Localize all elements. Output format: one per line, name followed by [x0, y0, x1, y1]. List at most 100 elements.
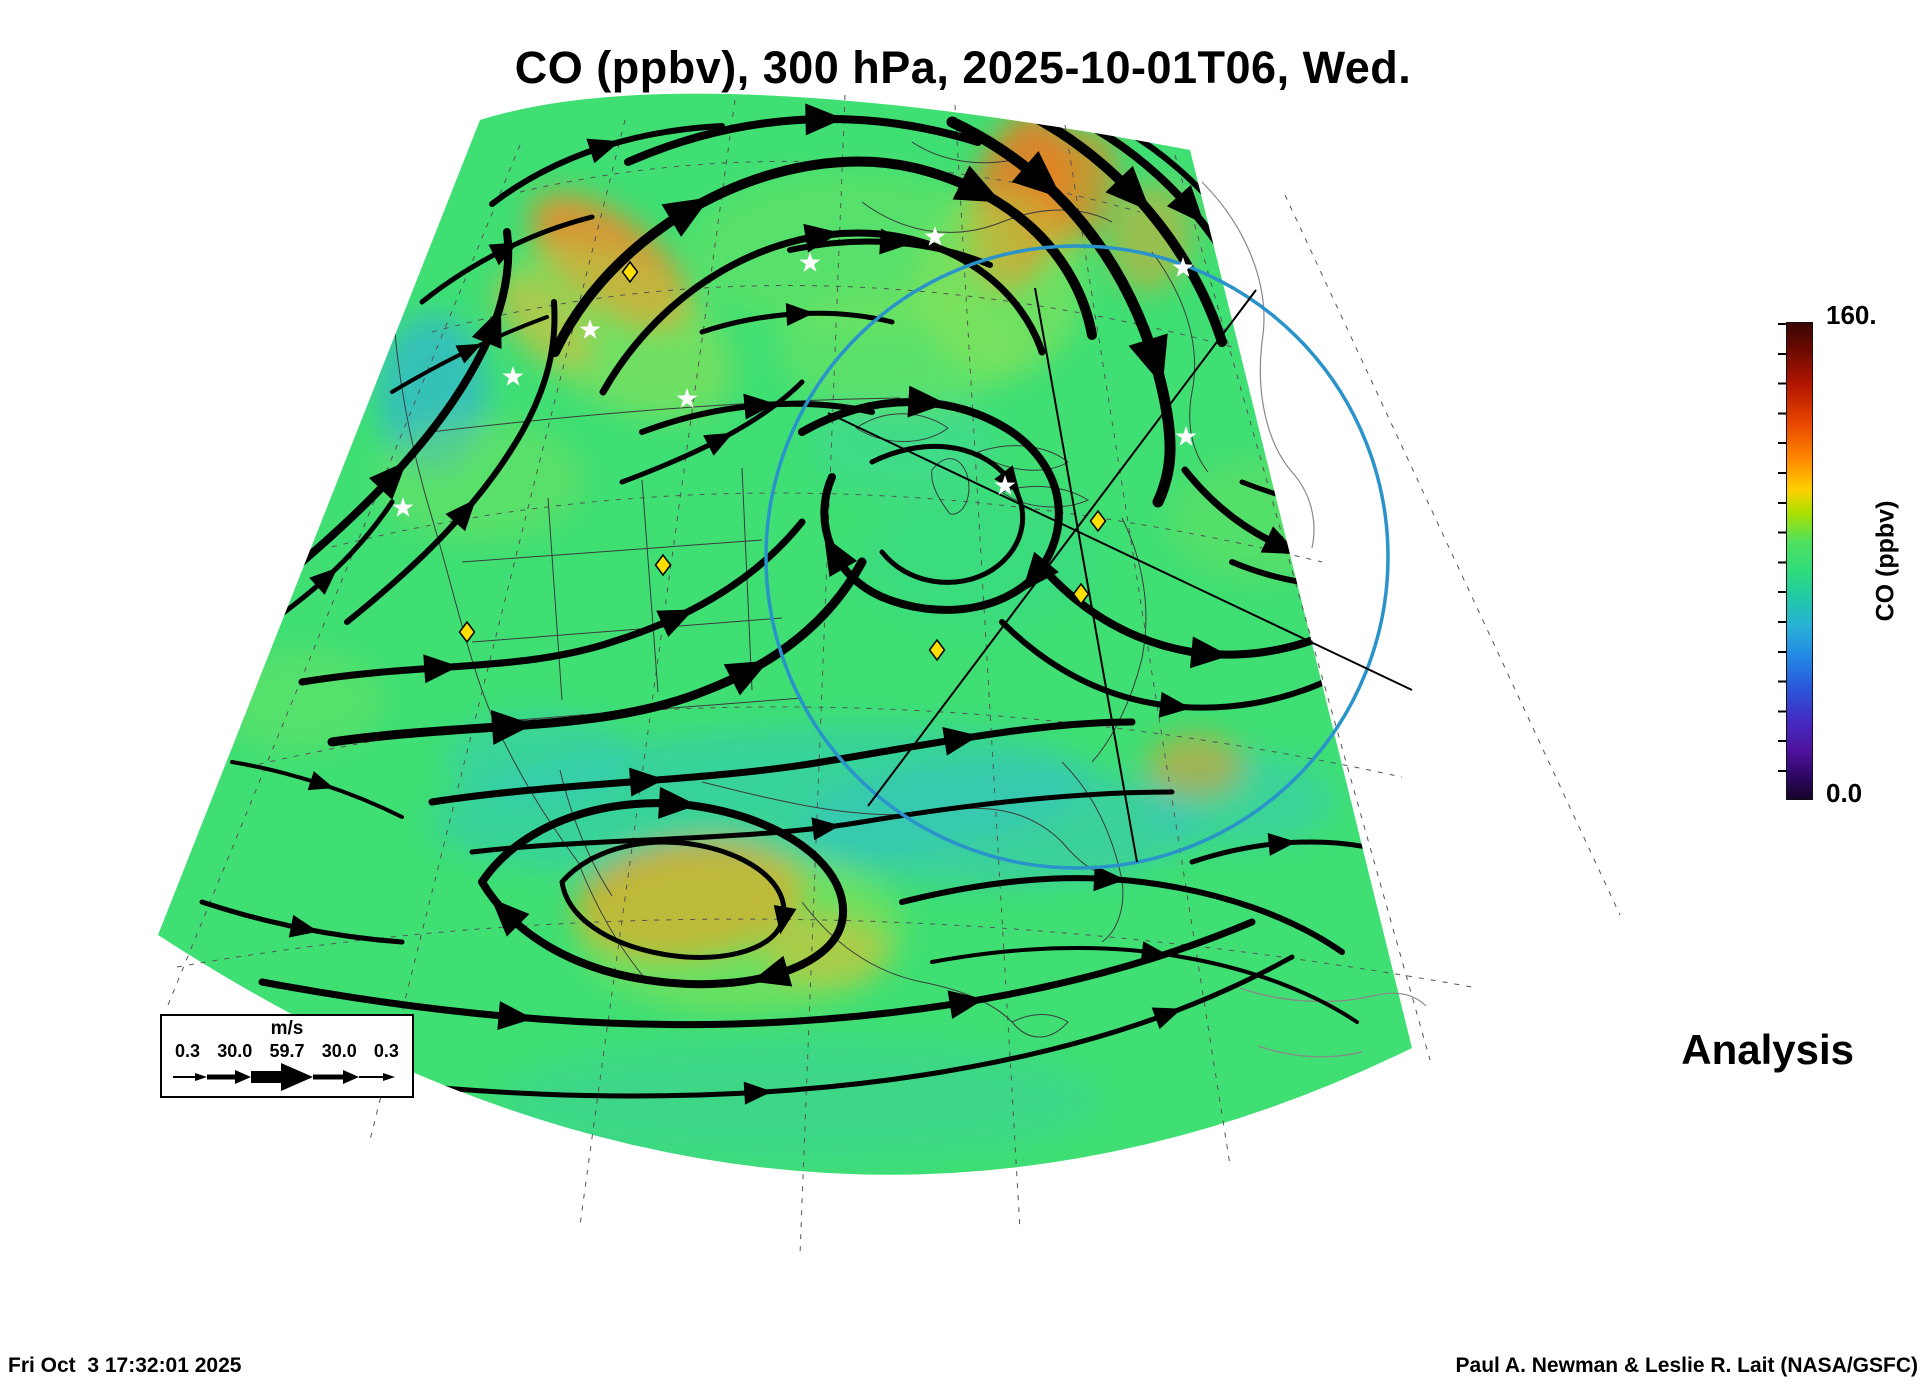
city-star-icon [799, 252, 821, 272]
city-star-icon [1175, 426, 1197, 446]
streamline [930, 945, 1359, 1024]
flow-arrowhead-icon [947, 990, 985, 1020]
flow-arrowhead-icon [994, 465, 1021, 495]
co-patch [375, 418, 585, 542]
graticule-meridian [1284, 194, 1621, 916]
cross-section-line [1034, 287, 1138, 863]
co-patch [685, 168, 1015, 332]
station-diamond-icon [621, 260, 639, 284]
flow-arrowhead-icon [368, 461, 407, 500]
flow-arrowhead-icon [1287, 230, 1318, 263]
coastline [1201, 181, 1315, 549]
flow-arrowhead-icon [751, 955, 793, 987]
flow-arrowhead-icon [309, 567, 338, 595]
city-star-icon [579, 319, 601, 339]
streamline [327, 557, 867, 747]
flow-arrowhead-icon [658, 786, 698, 819]
flow-arrowhead-icon [1331, 611, 1373, 644]
graticule-meridian [799, 94, 846, 1256]
graticule-parallel [331, 492, 1323, 563]
station-diamond-icon [928, 638, 946, 662]
streamline [379, 954, 1295, 1099]
flow-arrowhead-icon [1151, 1007, 1182, 1030]
cross-section-line [827, 412, 1413, 691]
co-field [215, 110, 1400, 1162]
colorbar-max-label: 160. [1826, 300, 1877, 330]
cross-section-line [867, 289, 1257, 807]
wind-legend-value: 0.3 [175, 1041, 201, 1061]
graticule-parallel [176, 918, 1473, 988]
flow-arrowhead-icon [743, 393, 776, 420]
streamline [298, 228, 513, 566]
streamline [869, 443, 1026, 585]
wind-legend-value: 30.0 [321, 1041, 357, 1061]
wind-legend-value: 59.7 [269, 1041, 305, 1061]
flow-arrowhead-icon [586, 138, 621, 164]
city-star-icon [502, 366, 524, 386]
coastline [429, 397, 901, 433]
colorbar-min-label: 0.0 [1826, 778, 1863, 808]
flow-arrowhead-icon [811, 817, 841, 841]
coastline [1239, 987, 1427, 1007]
flow-arrowhead-icon [1093, 865, 1126, 892]
flow-arrowhead-icon [1303, 490, 1334, 514]
flow-arrowhead-icon [952, 165, 1002, 203]
streamline [258, 918, 1256, 1029]
flow-arrowhead-icon [629, 767, 665, 797]
streamline [599, 229, 1046, 396]
graticule-parallel [431, 285, 1233, 348]
flow-arrowhead-icon [445, 499, 476, 532]
coastline [931, 458, 970, 515]
wind-legend-value: 0.3 [373, 1041, 399, 1061]
coastline [701, 781, 1133, 881]
flow-arrowhead-icon [1022, 551, 1059, 592]
flow-arrowhead-icon [773, 904, 797, 935]
flow-arrowhead-icon [490, 709, 534, 745]
streamline [624, 115, 982, 166]
footer-credit: Paul A. Newman & Leslie R. Lait (NASA/GS… [1455, 1354, 1918, 1377]
flow-arrowhead-icon [1189, 636, 1230, 669]
flow-arrowhead-icon [497, 1001, 534, 1031]
wind-speed-legend: m/s 0.3 30.0 59.7 30.0 0.3 [160, 1014, 414, 1098]
coastline [1011, 1014, 1069, 1038]
flow-arrowhead-icon [656, 609, 694, 638]
coastline [471, 617, 783, 643]
flow-arrowhead-icon [942, 726, 979, 756]
wind-arrowhead-icon [281, 1063, 313, 1091]
flow-arrowhead-icon [805, 103, 844, 136]
flow-arrowhead-icon [1105, 165, 1151, 212]
coastlines-outside [1201, 181, 1427, 1058]
wind-arrowhead-icon [343, 1070, 359, 1084]
city-star-icon [676, 388, 698, 408]
coastline [1000, 485, 1090, 508]
wind-arrowhead-icon [195, 1073, 207, 1081]
graticule [167, 94, 1621, 1256]
flow-arrowhead-icon [703, 432, 734, 456]
flow-arrowhead-icon [423, 654, 459, 684]
graticule-meridian [954, 104, 1021, 1231]
station-diamond-icon [458, 620, 476, 644]
flow-arrowhead-icon [1158, 691, 1192, 718]
flow-arrowhead-icon [455, 343, 482, 364]
page-title: CO (ppbv), 300 hPa, 2025-10-01T06, Wed. [514, 42, 1412, 93]
flow-arrowhead-icon [661, 197, 710, 237]
analysis-label: Analysis [1681, 1026, 1854, 1073]
graticule-meridian [369, 119, 626, 1141]
city-star-icon [994, 475, 1016, 495]
graticule-meridian [1174, 154, 1431, 1061]
flow-arrowhead-icon [307, 771, 335, 791]
streamline [298, 518, 806, 686]
city-star-icon [924, 226, 946, 246]
co-patch [1147, 733, 1243, 797]
coastline [577, 861, 649, 983]
flow-arrowhead-icon [824, 536, 858, 578]
streamline [344, 299, 558, 625]
flow-arrowhead-icon [1140, 941, 1167, 962]
graticule-meridian [1064, 124, 1231, 1166]
city-star-icon [1172, 257, 1194, 277]
flow-arrowhead-icon [1128, 333, 1168, 386]
footer-timestamp: Fri Oct 3 17:32:01 2025 [8, 1354, 242, 1377]
flow-arrowhead-icon [907, 385, 947, 418]
coastline [547, 497, 563, 701]
